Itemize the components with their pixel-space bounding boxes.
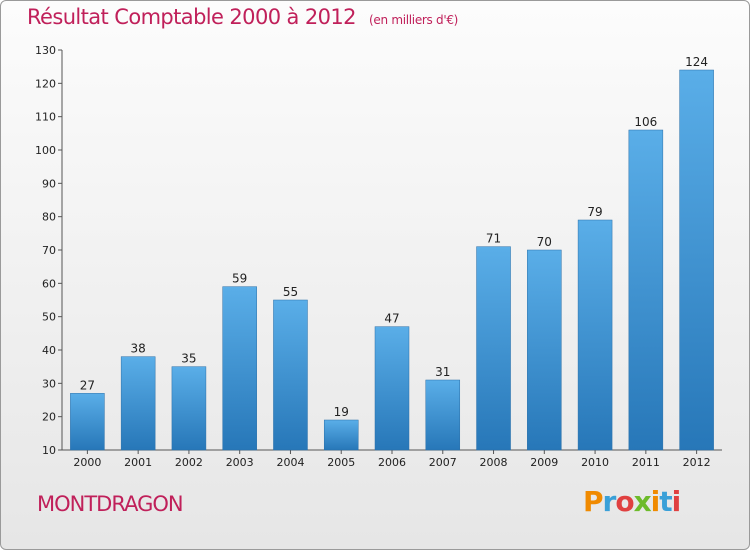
y-tick-label: 110: [35, 111, 56, 124]
y-tick-label: 60: [42, 277, 56, 290]
y-tick-label: 10: [42, 444, 56, 457]
y-tick-label: 30: [42, 377, 56, 390]
bar-2009: [527, 249, 562, 451]
proxiti-logo[interactable]: Proxiti: [583, 485, 682, 518]
y-tick-label: 130: [35, 44, 56, 57]
logo-letter: i: [650, 485, 661, 518]
data-label-2004: 55: [283, 285, 298, 299]
y-tick-label: 50: [42, 311, 56, 324]
data-label-2011: 106: [634, 115, 657, 129]
bar-2007: [425, 379, 461, 451]
bar-2001: [120, 356, 156, 451]
data-label-2002: 35: [181, 352, 196, 366]
bar-2005: [323, 419, 359, 451]
labels: 2000 27 2001 38 2002 35 2003 59 2004 55 2005 19 2006…: [73, 55, 710, 469]
x-tick-label-2002: 2002: [175, 456, 203, 469]
data-label-2012: 124: [685, 55, 708, 69]
x-tick-label-2007: 2007: [429, 456, 457, 469]
logo-letter: i: [671, 485, 682, 518]
y-tick-label: 80: [42, 211, 56, 224]
logo-letter: o: [615, 485, 634, 518]
logo-letter: P: [583, 485, 604, 518]
bar-2010: [577, 219, 613, 451]
data-label-2008: 71: [486, 232, 501, 246]
x-tick-label-2000: 2000: [73, 456, 101, 469]
bar-2012: [679, 69, 714, 451]
bar-2011: [628, 129, 664, 451]
x-tick-label-2003: 2003: [226, 456, 254, 469]
bar-2006: [374, 326, 410, 451]
x-tick-label-2008: 2008: [480, 456, 508, 469]
bar-2002: [171, 366, 207, 451]
x-tick-label-2012: 2012: [683, 456, 711, 469]
data-label-2003: 59: [232, 272, 247, 286]
chart-title: Résultat Comptable 2000 à 2012: [27, 5, 357, 29]
y-tick-label: 40: [42, 344, 56, 357]
x-tick-label-2006: 2006: [378, 456, 406, 469]
x-tick-label-2001: 2001: [124, 456, 152, 469]
x-tick-label-2009: 2009: [530, 456, 558, 469]
logo-letter: r: [602, 485, 617, 518]
x-tick-label-2010: 2010: [581, 456, 609, 469]
data-label-2009: 70: [537, 235, 552, 249]
y-tick-label: 100: [35, 144, 56, 157]
data-label-2005: 19: [334, 405, 349, 419]
x-tick-label-2011: 2011: [632, 456, 660, 469]
logo-letter: t: [659, 485, 672, 518]
data-label-2000: 27: [80, 378, 95, 392]
title-row: Résultat Comptable 2000 à 2012 (en milli…: [27, 5, 458, 29]
x-tick-label-2005: 2005: [327, 456, 355, 469]
y-tick-label: 20: [42, 411, 56, 424]
x-tick-label-2004: 2004: [276, 456, 304, 469]
y-tick-label: 90: [42, 177, 56, 190]
y-tick-label: 120: [35, 77, 56, 90]
commune-name: MONTDRAGON: [37, 492, 184, 516]
data-label-2001: 38: [131, 342, 146, 356]
chart-subtitle: (en milliers d'€): [369, 13, 459, 27]
bar-2000: [70, 393, 105, 451]
data-label-2007: 31: [435, 365, 450, 379]
logo-letter: x: [633, 485, 652, 518]
bar-2003: [222, 286, 257, 451]
data-label-2006: 47: [384, 312, 399, 326]
bars: [70, 69, 714, 451]
bar-2004: [273, 299, 308, 451]
y-tick-label: 70: [42, 244, 56, 257]
data-label-2010: 79: [587, 205, 602, 219]
bar-2008: [476, 246, 511, 451]
